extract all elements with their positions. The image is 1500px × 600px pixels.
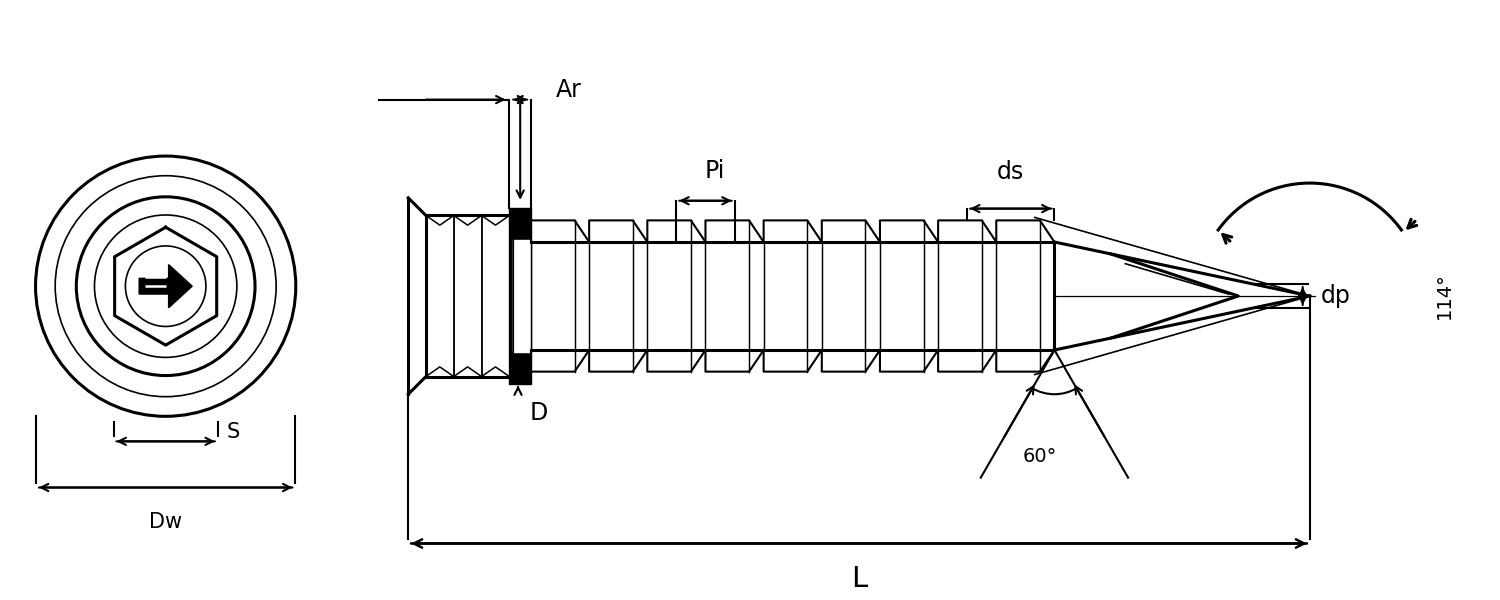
Text: dp: dp xyxy=(1320,284,1350,308)
Text: ds: ds xyxy=(998,160,1024,184)
Text: Pi: Pi xyxy=(705,159,726,183)
Polygon shape xyxy=(140,265,192,308)
Text: S: S xyxy=(226,422,240,442)
Text: 60°: 60° xyxy=(1023,446,1058,466)
Text: D: D xyxy=(530,401,548,425)
Text: Dw: Dw xyxy=(148,512,182,532)
Text: Ar: Ar xyxy=(555,78,582,102)
Text: L: L xyxy=(850,565,867,593)
Polygon shape xyxy=(510,208,531,385)
Polygon shape xyxy=(513,240,531,352)
Text: 114°: 114° xyxy=(1434,272,1454,319)
